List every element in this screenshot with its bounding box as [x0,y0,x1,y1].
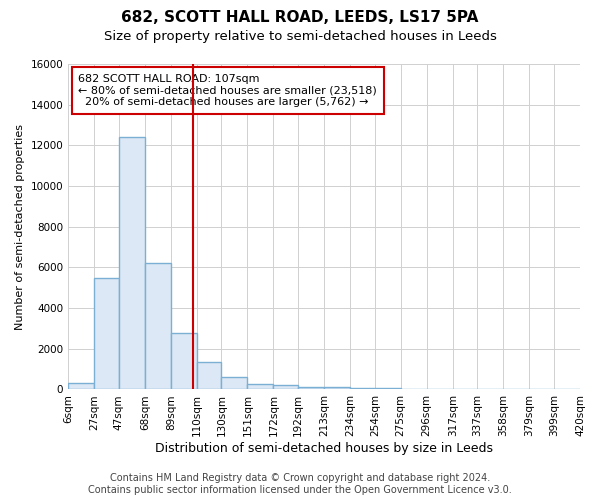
Bar [145,264,171,390]
Bar [247,384,274,390]
Text: Contains HM Land Registry data © Crown copyright and database right 2024.
Contai: Contains HM Land Registry data © Crown c… [88,474,512,495]
Bar [350,388,375,390]
Bar [298,387,324,390]
Bar [197,362,221,390]
Bar [94,278,119,390]
Text: 682, SCOTT HALL ROAD, LEEDS, LS17 5PA: 682, SCOTT HALL ROAD, LEEDS, LS17 5PA [121,10,479,25]
Text: Size of property relative to semi-detached houses in Leeds: Size of property relative to semi-detach… [104,30,496,43]
Y-axis label: Number of semi-detached properties: Number of semi-detached properties [15,124,25,330]
Bar [324,388,350,390]
X-axis label: Distribution of semi-detached houses by size in Leeds: Distribution of semi-detached houses by … [155,442,493,455]
Bar [171,332,197,390]
Bar [274,386,298,390]
Bar [375,388,401,390]
Bar [119,137,145,390]
Text: 682 SCOTT HALL ROAD: 107sqm
← 80% of semi-detached houses are smaller (23,518)
 : 682 SCOTT HALL ROAD: 107sqm ← 80% of sem… [79,74,377,107]
Bar [221,377,247,390]
Bar [68,384,94,390]
